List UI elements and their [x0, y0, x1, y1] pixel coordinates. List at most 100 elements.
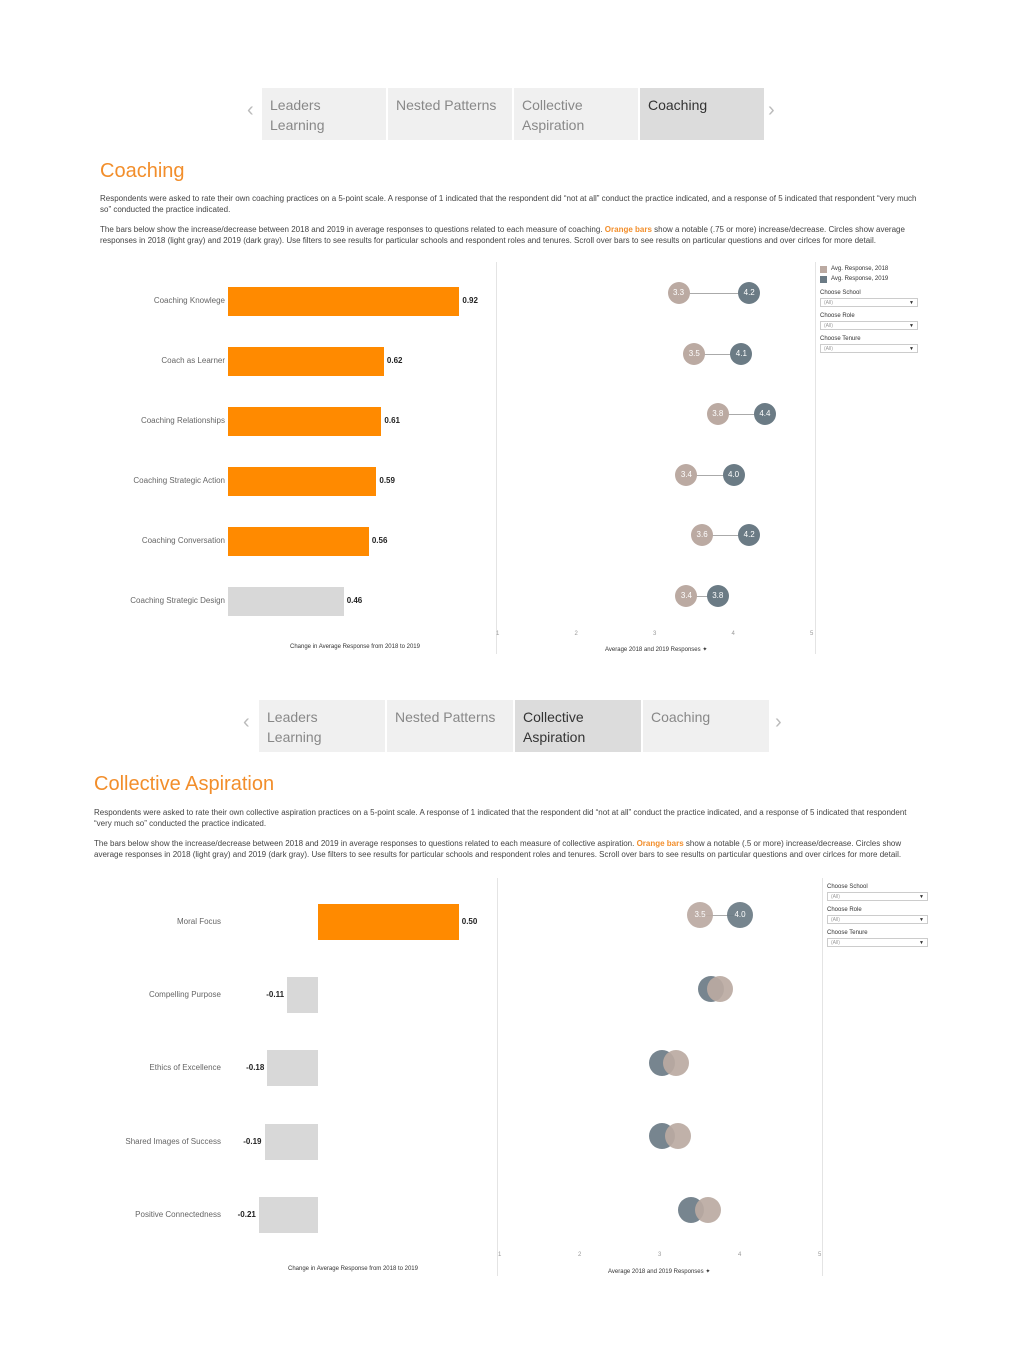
- connector-line: [702, 535, 750, 537]
- tenure-select[interactable]: (All) ▼: [820, 344, 918, 353]
- bar[interactable]: [228, 466, 377, 496]
- tenure-select[interactable]: (All) ▼: [827, 938, 928, 947]
- data-point[interactable]: 4.2: [738, 524, 761, 547]
- connector-line: [700, 915, 740, 916]
- filter-label: Choose School: [827, 884, 868, 890]
- chevron-down-icon: ▼: [919, 894, 924, 900]
- x-axis-title: Average 2018 and 2019 Responses ✦: [605, 647, 708, 653]
- data-point[interactable]: 3.5: [687, 902, 713, 928]
- data-label: -0.18: [246, 1063, 265, 1073]
- category-label: Compelling Purpose: [148, 990, 221, 1000]
- role-select[interactable]: (All) ▼: [827, 915, 928, 924]
- tick-label: 3: [658, 1252, 662, 1258]
- filter-role: Choose Role (All) ▼: [820, 313, 918, 330]
- tick-label: 5: [810, 631, 814, 637]
- filter-label: Choose Role: [820, 313, 855, 319]
- nav-prev-arrow[interactable]: ‹: [243, 711, 250, 733]
- data-point[interactable]: 3.8: [706, 585, 729, 607]
- connector-line: [686, 474, 734, 476]
- nav-next-arrow[interactable]: ›: [768, 99, 775, 121]
- tick-label: 2: [578, 1252, 582, 1258]
- data-point[interactable]: [695, 1197, 721, 1224]
- filter-tenure: Choose Tenure (All) ▼: [820, 336, 918, 353]
- pin-icon: ✦: [702, 647, 708, 653]
- data-point[interactable]: 3.6: [691, 524, 714, 547]
- chart-divider: [815, 262, 816, 654]
- data-label: -0.11: [266, 990, 285, 1000]
- category-label: Ethics of Excellence: [149, 1063, 221, 1073]
- connector-line: [717, 414, 765, 416]
- data-label: 0.50: [461, 917, 478, 926]
- data-label: 0.46: [346, 596, 363, 605]
- dashboard-tabs: Leaders Learning Nested Patterns Collectiv…: [259, 700, 771, 752]
- bar[interactable]: [264, 1123, 318, 1160]
- data-point[interactable]: [707, 975, 733, 1002]
- category-label: Coaching Strategic Action: [133, 476, 225, 485]
- x-axis-title: Change in Average Response from 2018 to …: [288, 1266, 418, 1272]
- filter-school: Choose School (All) ▼: [820, 290, 918, 307]
- bar[interactable]: [228, 406, 382, 436]
- category-label: Coaching Conversation: [141, 536, 225, 545]
- tick-label: 1: [498, 1252, 502, 1258]
- school-select[interactable]: (All) ▼: [820, 298, 918, 307]
- chevron-down-icon: ▼: [909, 323, 914, 329]
- data-label: -0.19: [243, 1136, 262, 1146]
- x-axis-title: Average 2018 and 2019 Responses ✦: [608, 1269, 711, 1275]
- data-point[interactable]: [664, 1123, 691, 1150]
- intro-text: Respondents were asked to rate their own…: [94, 808, 907, 828]
- data-point[interactable]: 4.1: [730, 342, 753, 365]
- data-point[interactable]: 3.3: [667, 282, 690, 304]
- tab-item[interactable]: Collective Aspiration: [514, 88, 638, 140]
- bar[interactable]: [258, 1196, 318, 1233]
- filter-label: Choose Tenure: [827, 930, 868, 936]
- bar[interactable]: [267, 1050, 318, 1087]
- tab-item[interactable]: Coaching: [640, 88, 764, 140]
- tick-label: 3: [653, 631, 657, 637]
- legend-2019: Avg. Response, 2019: [820, 274, 918, 284]
- bar[interactable]: [228, 526, 369, 556]
- category-label: Coach as Learner: [161, 356, 225, 365]
- intro-text: Respondents were asked to rate their own…: [100, 194, 917, 214]
- category-label: Moral Focus: [176, 917, 221, 926]
- data-point[interactable]: 3.8: [706, 403, 729, 426]
- tab-item[interactable]: Leaders Learning: [259, 700, 385, 752]
- data-point[interactable]: 4.2: [738, 282, 761, 304]
- bar[interactable]: [228, 346, 384, 376]
- data-point[interactable]: 3.5: [683, 342, 706, 365]
- data-label: -0.21: [237, 1209, 256, 1219]
- data-label: 0.61: [384, 416, 400, 425]
- tab-item[interactable]: Collective Aspiration: [515, 700, 641, 752]
- dashboard-tabs: Leaders Learning Nested Patterns Collectiv…: [262, 88, 766, 140]
- chevron-down-icon: ▼: [909, 346, 914, 352]
- nav-prev-arrow[interactable]: ‹: [247, 99, 254, 121]
- bar[interactable]: [287, 977, 318, 1014]
- role-select[interactable]: (All) ▼: [820, 321, 918, 330]
- tab-item[interactable]: Leaders Learning: [262, 88, 386, 140]
- pin-icon: ✦: [705, 1269, 711, 1275]
- data-label: 0.62: [386, 356, 403, 365]
- nav-next-arrow[interactable]: ›: [775, 711, 782, 733]
- filter-tenure: Choose Tenure (All) ▼: [827, 930, 928, 947]
- bar[interactable]: [228, 286, 460, 316]
- connector-line: [694, 353, 742, 355]
- x-axis-title: Change in Average Response from 2018 to …: [290, 644, 420, 650]
- data-point[interactable]: 3.4: [675, 585, 698, 607]
- filter-label: Choose Role: [827, 907, 862, 913]
- data-point[interactable]: 4.0: [722, 463, 745, 486]
- filter-label: Choose Tenure: [820, 336, 861, 342]
- data-point[interactable]: 4.4: [753, 403, 776, 426]
- legend-2018: Avg. Response, 2018: [820, 264, 918, 274]
- tick-label: 5: [818, 1252, 822, 1258]
- data-label: 0.92: [462, 296, 478, 305]
- chevron-down-icon: ▼: [919, 917, 924, 923]
- tab-item[interactable]: Nested Patterns: [387, 700, 513, 752]
- filter-panel: Choose School (All) ▼ Choose Role (All) ▼ …: [827, 878, 928, 947]
- school-select[interactable]: (All) ▼: [827, 892, 928, 901]
- data-point[interactable]: [663, 1049, 689, 1076]
- bar[interactable]: [228, 586, 344, 616]
- bar[interactable]: [318, 904, 459, 940]
- tab-item[interactable]: Coaching: [643, 700, 769, 752]
- data-point[interactable]: 4.0: [727, 902, 753, 928]
- data-point[interactable]: 3.4: [675, 463, 698, 486]
- tab-item[interactable]: Nested Patterns: [388, 88, 512, 140]
